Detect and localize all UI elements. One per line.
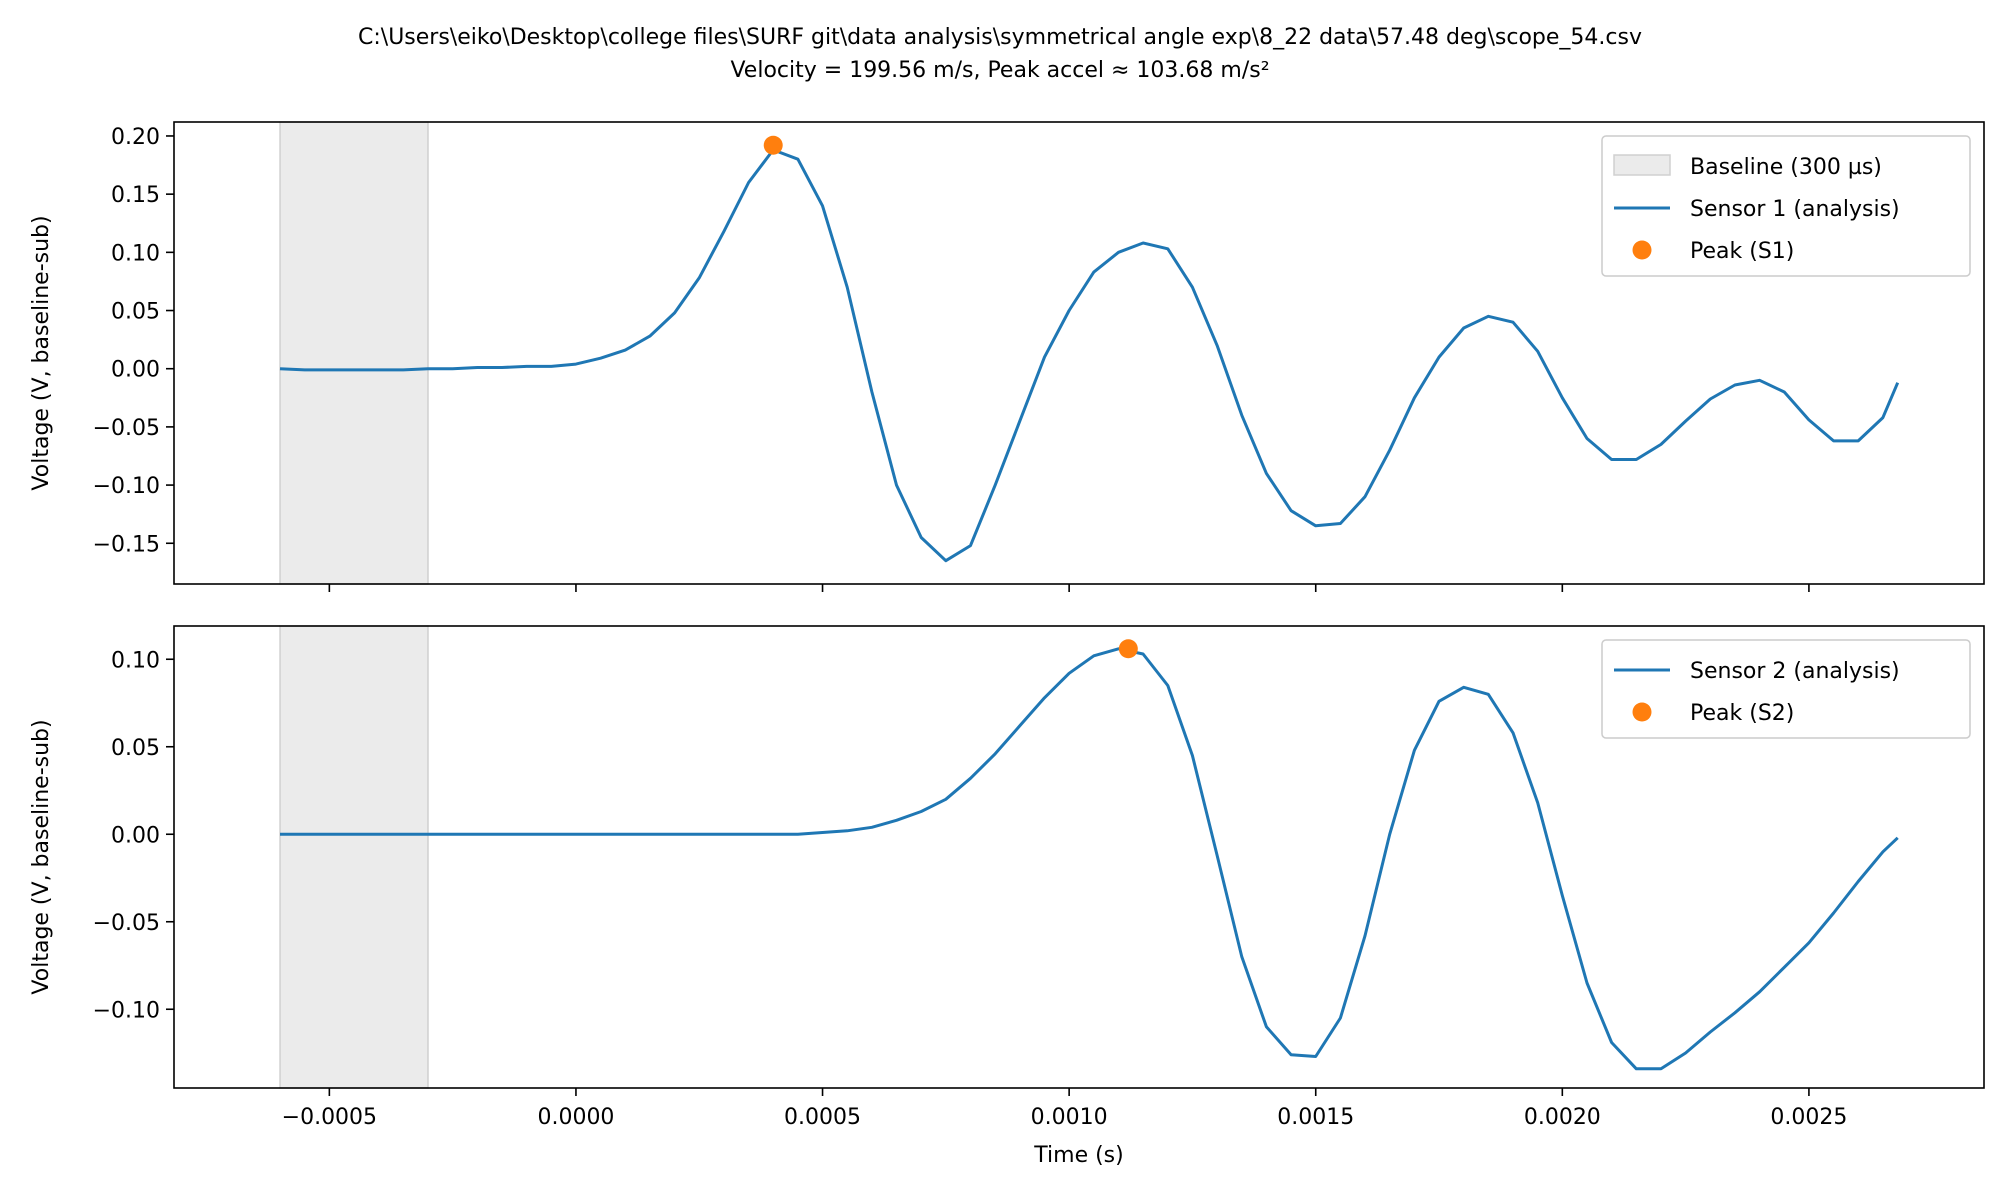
sensor2-peak-marker: [1118, 639, 1138, 659]
sensor1-y-tick-label: −0.05: [93, 416, 160, 441]
sensor1-legend-box: [1601, 135, 1971, 277]
sensor1-legend: Baseline (300 µs) Sensor 1 (analysis) Pe…: [1601, 135, 1971, 277]
sensor1-y-tick-label: 0.05: [111, 300, 160, 325]
sensor2-legend-series-label: Sensor 2 (analysis): [1690, 659, 1900, 684]
sensor2-panel: −0.0005 0.0000 0.0005 0.0010 0.0015 0.0020 0.0…: [29, 625, 1985, 1168]
sensor1-y-tick-label: 0.15: [111, 183, 160, 208]
sensor2-plot-frame: [173, 625, 1985, 1089]
sensor1-legend-peak-label: Peak (S1): [1690, 239, 1794, 264]
x-tick-label: 0.0020: [1524, 1105, 1601, 1130]
sensor1-plot-frame: [173, 121, 1985, 585]
x-tick-label: 0.0000: [537, 1105, 614, 1130]
sensor2-legend-box: [1601, 639, 1971, 739]
sensor1-y-tick-label: 0.10: [111, 241, 160, 266]
sensor2-line: [280, 647, 1899, 1071]
sensor1-legend-baseline-label: Baseline (300 µs): [1690, 155, 1882, 180]
figure-title-line1: C:\Users\eiko\Desktop\college files\SURF…: [358, 25, 1642, 50]
x-tick-label: 0.0015: [1277, 1105, 1354, 1130]
sensor1-y-tick-label: 0.00: [111, 358, 160, 383]
x-tick-label: 0.0025: [1770, 1105, 1847, 1130]
sensor1-panel: 0.20 0.15 0.10 0.05 0.00 −0.05 −0.10 −0.15 Volt…: [29, 121, 1985, 592]
sensor2-legend: Sensor 2 (analysis) Peak (S2): [1601, 639, 1971, 739]
sensor1-line: [279, 148, 1900, 563]
sensor1-y-tick-label: −0.15: [93, 532, 160, 557]
x-tick-label: 0.0010: [1031, 1105, 1108, 1130]
sensor1-y-tick-label: 0.20: [111, 125, 160, 150]
sensor1-baseline-span: [279, 121, 429, 585]
figure-title-line2: Velocity = 199.56 m/s, Peak accel ≈ 103.…: [730, 58, 1269, 83]
x-tick-label: −0.0005: [282, 1105, 377, 1130]
sensor2-y-axis-label: Voltage (V, baseline-sub): [29, 719, 54, 994]
sensor2-y-tick-label: −0.10: [93, 998, 160, 1023]
sensor1-y-tick-label: −0.10: [93, 474, 160, 499]
sensor2-y-tick-label: 0.00: [111, 823, 160, 848]
sensor2-y-tick-label: −0.05: [93, 911, 160, 936]
sensor2-y-tick-label: 0.10: [111, 648, 160, 673]
sensor1-legend-baseline-swatch: [1613, 154, 1671, 176]
sensor1-peak-marker: [763, 135, 783, 155]
x-axis-label: Time (s): [1033, 1143, 1123, 1168]
sensor1-legend-series-label: Sensor 1 (analysis): [1690, 197, 1900, 222]
sensor1-y-axis-label: Voltage (V, baseline-sub): [29, 215, 54, 490]
x-tick-label: 0.0005: [784, 1105, 861, 1130]
sensor2-baseline-span: [279, 625, 429, 1089]
sensor1-legend-peak-swatch: [1632, 240, 1652, 260]
sensor2-y-tick-label: 0.05: [111, 736, 160, 761]
sensor2-legend-peak-swatch: [1632, 702, 1652, 722]
sensor2-legend-peak-label: Peak (S2): [1690, 701, 1794, 726]
